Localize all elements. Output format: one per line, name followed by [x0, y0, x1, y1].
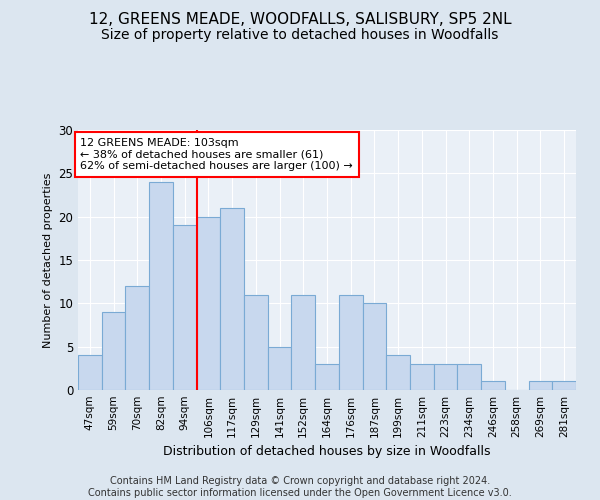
Bar [220, 208, 244, 390]
Bar [173, 226, 197, 390]
Text: 12, GREENS MEADE, WOODFALLS, SALISBURY, SP5 2NL: 12, GREENS MEADE, WOODFALLS, SALISBURY, … [89, 12, 511, 28]
Bar [197, 216, 220, 390]
Bar [268, 346, 292, 390]
Y-axis label: Number of detached properties: Number of detached properties [43, 172, 53, 348]
Bar [339, 294, 362, 390]
Text: Contains HM Land Registry data © Crown copyright and database right 2024.
Contai: Contains HM Land Registry data © Crown c… [88, 476, 512, 498]
Bar [102, 312, 125, 390]
Text: 12 GREENS MEADE: 103sqm
← 38% of detached houses are smaller (61)
62% of semi-de: 12 GREENS MEADE: 103sqm ← 38% of detache… [80, 138, 353, 171]
X-axis label: Distribution of detached houses by size in Woodfalls: Distribution of detached houses by size … [163, 446, 491, 458]
Bar [149, 182, 173, 390]
Bar [529, 382, 552, 390]
Bar [125, 286, 149, 390]
Bar [292, 294, 315, 390]
Bar [315, 364, 339, 390]
Bar [552, 382, 576, 390]
Bar [434, 364, 457, 390]
Bar [78, 356, 102, 390]
Bar [386, 356, 410, 390]
Bar [410, 364, 434, 390]
Bar [244, 294, 268, 390]
Bar [481, 382, 505, 390]
Bar [362, 304, 386, 390]
Bar [457, 364, 481, 390]
Text: Size of property relative to detached houses in Woodfalls: Size of property relative to detached ho… [101, 28, 499, 42]
